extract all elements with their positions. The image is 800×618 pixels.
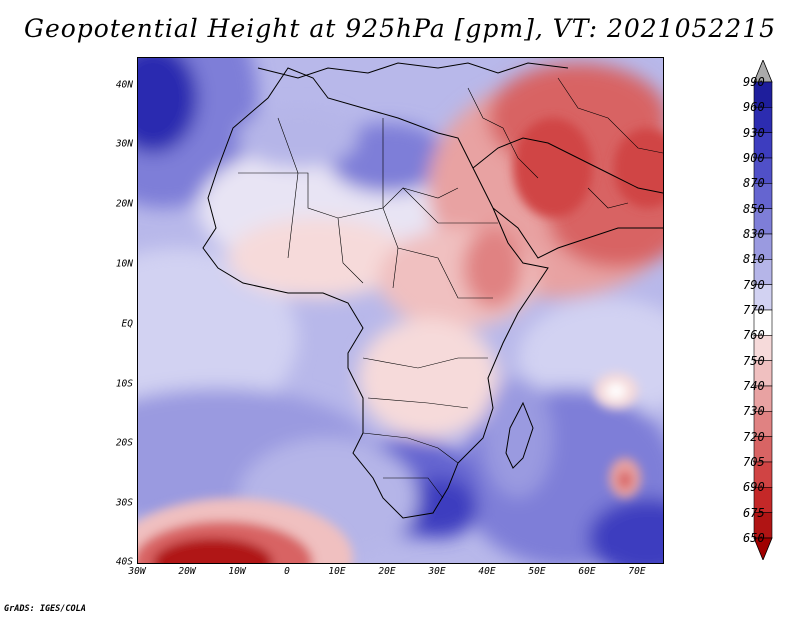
lat-tick-label: 10N bbox=[115, 258, 133, 270]
colorbar-level-label: 740 bbox=[743, 379, 765, 393]
colorbar-bottom-arrow bbox=[753, 537, 773, 560]
lon-tick-label: 40E bbox=[478, 566, 496, 577]
colorbar-level-label: 830 bbox=[743, 227, 765, 241]
lat-tick-label: 30N bbox=[115, 138, 133, 150]
footer-credit: GrADS: IGES/COLA bbox=[4, 604, 86, 614]
lon-tick-label: 10E bbox=[328, 566, 346, 577]
colorbar-level-label: 810 bbox=[743, 252, 765, 267]
lat-tick-label: 20N bbox=[115, 198, 133, 210]
lon-tick-label: 30E bbox=[428, 566, 446, 577]
colorbar-level-label: 930 bbox=[743, 125, 765, 140]
lat-tick-label: 10S bbox=[115, 378, 133, 390]
lat-tick-label: 40S bbox=[115, 556, 133, 568]
lon-tick-label: 70E bbox=[628, 566, 646, 577]
lon-tick-label: 10W bbox=[228, 566, 246, 577]
colorbar-level-label: 750 bbox=[743, 353, 765, 368]
colorbar-level-label: 770 bbox=[743, 303, 765, 317]
colorbar-level-label: 850 bbox=[743, 201, 765, 216]
lat-tick-label: 30S bbox=[115, 497, 133, 509]
lon-tick-label: 20W bbox=[178, 566, 196, 577]
colorbar-level-label: 650 bbox=[743, 531, 765, 545]
colorbar-level-label: 730 bbox=[743, 404, 765, 419]
colorbar bbox=[753, 60, 773, 560]
coastlines bbox=[202, 62, 663, 519]
geopotential-map bbox=[138, 58, 663, 563]
lon-tick-label: 60E bbox=[578, 566, 596, 577]
lat-tick-label: 20S bbox=[115, 437, 133, 449]
colorbar-level-label: 900 bbox=[743, 151, 765, 165]
colorbar-level-label: 960 bbox=[743, 100, 765, 115]
colorbar-level-label: 760 bbox=[743, 328, 765, 343]
lon-tick-label: 20E bbox=[378, 566, 396, 577]
country-borders bbox=[238, 77, 663, 499]
lon-tick-label: 30W bbox=[128, 566, 146, 577]
colorbar-level-label: 720 bbox=[743, 429, 765, 444]
colorbar-level-label: 790 bbox=[743, 277, 765, 292]
field-detail bbox=[138, 118, 663, 563]
lon-tick-label: 0 bbox=[284, 566, 290, 577]
colorbar-level-label: 705 bbox=[743, 455, 765, 469]
lat-tick-label: 40N bbox=[115, 79, 133, 91]
map-panel bbox=[137, 57, 664, 564]
colorbar-level-label: 675 bbox=[743, 505, 765, 520]
colorbar-level-label: 690 bbox=[743, 480, 765, 495]
height-field bbox=[138, 58, 663, 563]
lon-tick-label: 50E bbox=[528, 566, 546, 577]
colorbar-level-label: 990 bbox=[743, 75, 765, 89]
lat-tick-label: EQ bbox=[121, 318, 133, 330]
map-title: Geopotential Height at 925hPa [gpm], VT:… bbox=[23, 14, 777, 43]
colorbar-level-label: 870 bbox=[743, 176, 765, 191]
